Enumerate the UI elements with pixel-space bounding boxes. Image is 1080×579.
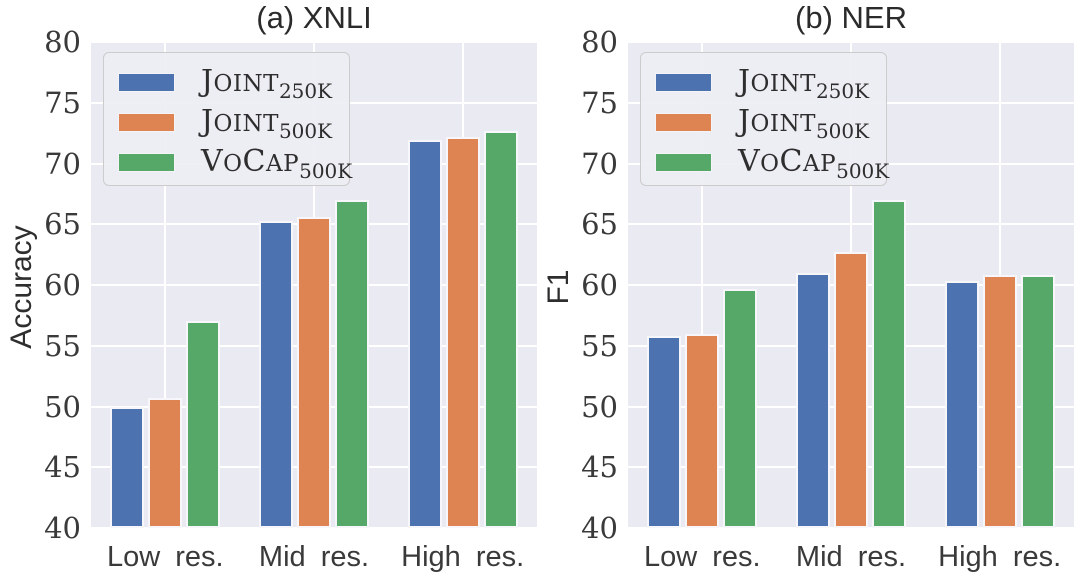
legend-subscript: 500K xyxy=(278,119,333,143)
bar-joint_500k-2 xyxy=(834,252,868,528)
legend-label: JOINT500K xyxy=(738,104,870,143)
legend-item-vocap-500k: VOCAP500K xyxy=(118,142,353,183)
y-tick-label: 65 xyxy=(44,207,81,242)
bar-joint_500k-1 xyxy=(148,398,183,528)
legend-swatch-joint xyxy=(118,72,175,92)
bar-vocap_500k-2 xyxy=(335,199,369,528)
chart-title-xnli: (a) XNLI xyxy=(256,0,372,35)
y-tick-label: 60 xyxy=(44,268,81,302)
bar-joint_250k-1 xyxy=(647,336,682,528)
bar-joint_500k-3 xyxy=(445,136,480,528)
y-tick-label: 50 xyxy=(581,389,618,424)
x-tick-label: High res. xyxy=(938,541,1062,573)
y-tick-label: 55 xyxy=(581,328,618,363)
legend-swatch-vocap xyxy=(118,152,175,172)
bar-vocap_500k-3 xyxy=(483,130,518,528)
x-tick-label: Low res. xyxy=(107,541,224,573)
legend-item-joint-250k: JOINT250K xyxy=(655,62,886,102)
legend-box: JOINT250K JOINT500K VOCAP500K xyxy=(103,52,353,186)
bar-vocap_500k-2 xyxy=(872,199,906,528)
legend-swatch-joint xyxy=(655,72,712,92)
y-tick-label: 50 xyxy=(44,389,81,424)
bar-joint_250k-1 xyxy=(110,406,145,528)
y-tick-label: 75 xyxy=(44,85,81,120)
bar-joint_500k-2 xyxy=(297,216,331,528)
legend-subscript: 500K xyxy=(815,119,870,143)
y-tick-label: 80 xyxy=(44,25,81,59)
y-tick-label: 55 xyxy=(44,328,81,363)
bar-joint_250k-2 xyxy=(796,272,830,528)
bar-joint_500k-1 xyxy=(685,333,720,528)
y-tick-label: 70 xyxy=(44,146,81,181)
gridline-y-40 xyxy=(91,527,537,529)
x-tick-label: Mid res. xyxy=(258,541,370,573)
y-tick-label: 75 xyxy=(581,85,618,120)
x-tick-label: High res. xyxy=(401,541,525,573)
x-tick-label: Low res. xyxy=(644,541,761,573)
y-tick-label: 40 xyxy=(44,511,81,545)
legend-item-vocap-500k: VOCAP500K xyxy=(655,142,890,183)
legend-item-joint-500k: JOINT500K xyxy=(118,102,349,142)
gridline-x-1 xyxy=(164,42,167,528)
legend-box: JOINT250K JOINT500K VOCAP500K xyxy=(640,52,890,186)
legend-label: JOINT500K xyxy=(201,104,333,143)
legend-subscript: 500K xyxy=(299,159,353,183)
legend-label: JOINT250K xyxy=(201,64,333,103)
bar-vocap_500k-3 xyxy=(1020,275,1055,528)
bar-joint_250k-3 xyxy=(407,140,442,528)
legend-item-joint-500k: JOINT500K xyxy=(655,102,886,142)
chart-title-ner: (b) NER xyxy=(795,0,907,35)
legend-swatch-joint xyxy=(655,112,712,132)
y-tick-label: 45 xyxy=(44,450,81,485)
y-tick-label: 40 xyxy=(581,511,618,545)
legend-swatch-joint xyxy=(118,112,175,132)
legend-subscript: 250K xyxy=(278,79,333,103)
legend-label: VOCAP500K xyxy=(201,144,353,183)
bar-joint_250k-3 xyxy=(944,281,979,528)
y-tick-label: 45 xyxy=(581,450,618,485)
y-tick-label: 80 xyxy=(581,25,618,59)
x-tick-label: Mid res. xyxy=(795,541,907,573)
legend-subscript: 250K xyxy=(815,79,870,103)
legend-swatch-vocap xyxy=(655,152,712,172)
y-tick-label: 65 xyxy=(581,207,618,242)
bar-vocap_500k-1 xyxy=(723,288,758,528)
bar-vocap_500k-1 xyxy=(186,321,221,528)
bar-joint_250k-2 xyxy=(259,220,293,528)
y-tick-label: 60 xyxy=(581,268,618,302)
gridline-x-1 xyxy=(701,42,704,528)
legend-label: VOCAP500K xyxy=(738,144,890,183)
legend-label: JOINT250K xyxy=(738,64,870,103)
y-tick-label: 70 xyxy=(581,146,618,181)
bar-joint_500k-3 xyxy=(982,275,1017,528)
gridline-y-40 xyxy=(628,527,1074,529)
legend-item-joint-250k: JOINT250K xyxy=(118,62,349,102)
legend-subscript: 500K xyxy=(836,159,890,183)
